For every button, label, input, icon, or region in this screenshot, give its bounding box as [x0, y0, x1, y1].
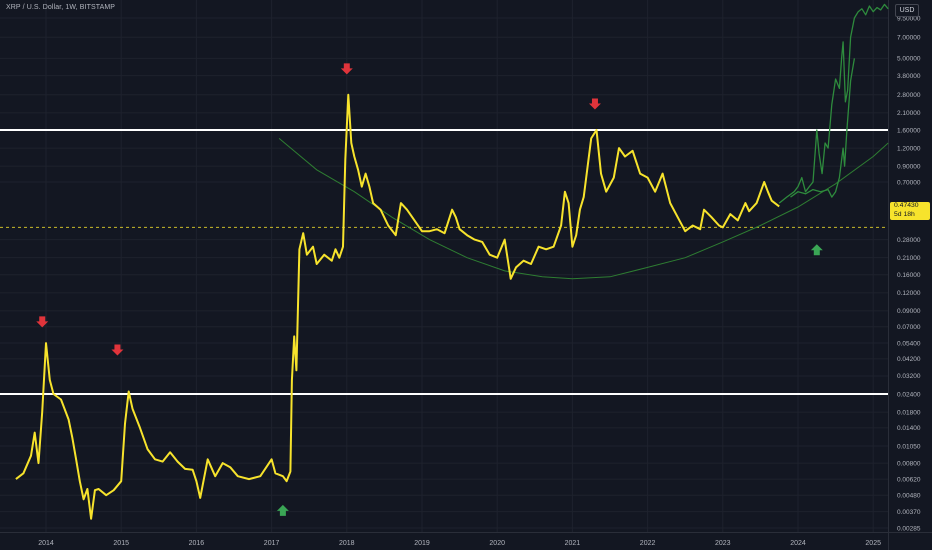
- y-tick-label: 0.28000: [897, 237, 921, 244]
- x-axis-ticks: 2014 2015 2016 2017 2018 2019 2020 2021 2022 2023…: [38, 540, 881, 547]
- y-tick-label: 0.12000: [897, 290, 921, 297]
- projection-line: [790, 58, 856, 198]
- x-tick-label: 2024: [790, 540, 806, 547]
- y-tick-label: 0.05400: [897, 340, 921, 347]
- down-arrow-icon: [588, 98, 601, 110]
- x-tick-label: 2018: [339, 540, 355, 547]
- x-tick-label: 2016: [189, 540, 205, 547]
- x-tick-label: 2014: [38, 540, 54, 547]
- y-tick-label: 0.01400: [897, 425, 921, 432]
- y-tick-label: 0.90000: [897, 163, 921, 170]
- y-tick-label: 0.00370: [897, 509, 921, 516]
- down-arrow-icon: [111, 344, 124, 356]
- y-tick-label: 0.01800: [897, 409, 921, 416]
- y-tick-label: 9.50000: [897, 15, 921, 22]
- y-tick-label: 0.70000: [897, 179, 921, 186]
- plot-background: [0, 0, 888, 532]
- current-price-label: 0.47430 5d 18h: [890, 202, 930, 220]
- up-arrow-icon: [810, 244, 823, 256]
- y-tick-label: 0.02400: [897, 391, 921, 398]
- price-line: [15, 93, 780, 520]
- x-tick-label: 2023: [715, 540, 731, 547]
- y-tick-label: 0.00480: [897, 493, 921, 500]
- arrows-layer[interactable]: [36, 63, 823, 516]
- y-tick-label: 1.60000: [897, 127, 921, 134]
- y-tick-label: 3.80000: [897, 73, 921, 80]
- y-tick-label: 1.20000: [897, 145, 921, 152]
- y-tick-label: 0.03200: [897, 373, 921, 380]
- y-tick-label: 2.80000: [897, 92, 921, 99]
- x-tick-label: 2020: [489, 540, 505, 547]
- down-arrow-icon: [340, 63, 353, 75]
- x-tick-label: 2021: [565, 540, 581, 547]
- down-arrow-icon: [36, 316, 49, 328]
- symbol-title: XRP / U.S. Dollar, 1W, BITSTAMP: [6, 4, 116, 11]
- current-price-value: 0.47430: [894, 202, 919, 209]
- y-tick-label: 0.04200: [897, 356, 921, 363]
- bar-countdown: 5d 18h: [894, 210, 915, 218]
- up-arrow-icon: [276, 504, 289, 516]
- y-tick-label: 0.07000: [897, 324, 921, 331]
- x-tick-label: 2017: [264, 540, 280, 547]
- y-tick-label: 0.21000: [897, 255, 921, 262]
- currency-button[interactable]: USD: [895, 4, 919, 17]
- x-tick-label: 2015: [113, 540, 129, 547]
- y-tick-label: 2.10000: [897, 110, 921, 117]
- series-layer[interactable]: [15, 3, 889, 520]
- arc-layer[interactable]: [278, 138, 889, 280]
- horizontal-levels[interactable]: [0, 128, 888, 396]
- projection-line: [778, 3, 889, 204]
- y-tick-label: 0.01050: [897, 443, 921, 450]
- y-tick-label: 0.16000: [897, 272, 921, 279]
- y-tick-label: 0.00620: [897, 476, 921, 483]
- y-tick-label: 7.00000: [897, 34, 921, 41]
- grid: [0, 0, 888, 532]
- x-tick-label: 2019: [414, 540, 430, 547]
- cup-arc: [278, 138, 889, 280]
- y-axis-ticks: 9.50000 7.00000 5.00000 3.80000 2.80000 2.100…: [897, 15, 921, 532]
- y-tick-label: 0.09000: [897, 308, 921, 315]
- y-tick-label: 0.00285: [897, 525, 921, 532]
- x-tick-label: 2025: [865, 540, 881, 547]
- x-tick-label: 2022: [640, 540, 656, 547]
- y-tick-label: 5.00000: [897, 56, 921, 63]
- y-tick-label: 0.00800: [897, 460, 921, 467]
